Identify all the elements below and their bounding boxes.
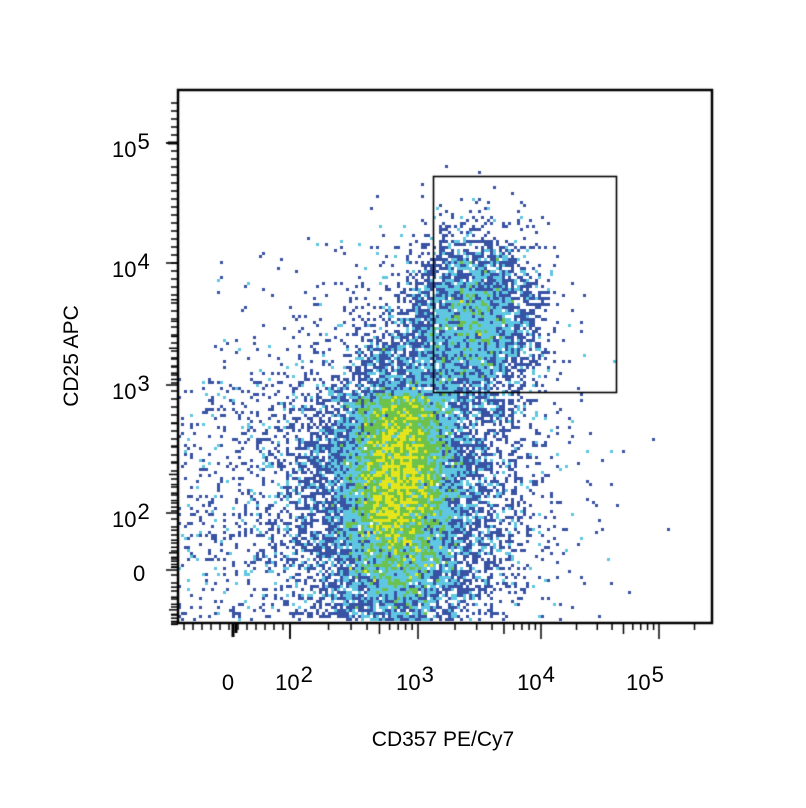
x-tick-label-1e3: 103 <box>396 662 434 695</box>
y-tick-label-0: 0 <box>133 561 146 586</box>
y-tick-label-1e2: 102 <box>112 499 150 532</box>
x-tick-label-1e4: 104 <box>517 662 555 695</box>
y-tick-label-1e3: 103 <box>112 371 150 404</box>
y-tick-label-1e4: 104 <box>112 249 150 282</box>
x-axis-title: CD357 PE/Cy7 <box>371 728 515 751</box>
y-tick-label-1e5: 105 <box>112 129 150 162</box>
y-axis-title: CD25 APC <box>60 305 83 407</box>
x-tick-label-1e5: 105 <box>626 662 664 695</box>
x-tick-label-1e2: 102 <box>275 662 313 695</box>
x-tick-label-0: 0 <box>221 670 235 695</box>
